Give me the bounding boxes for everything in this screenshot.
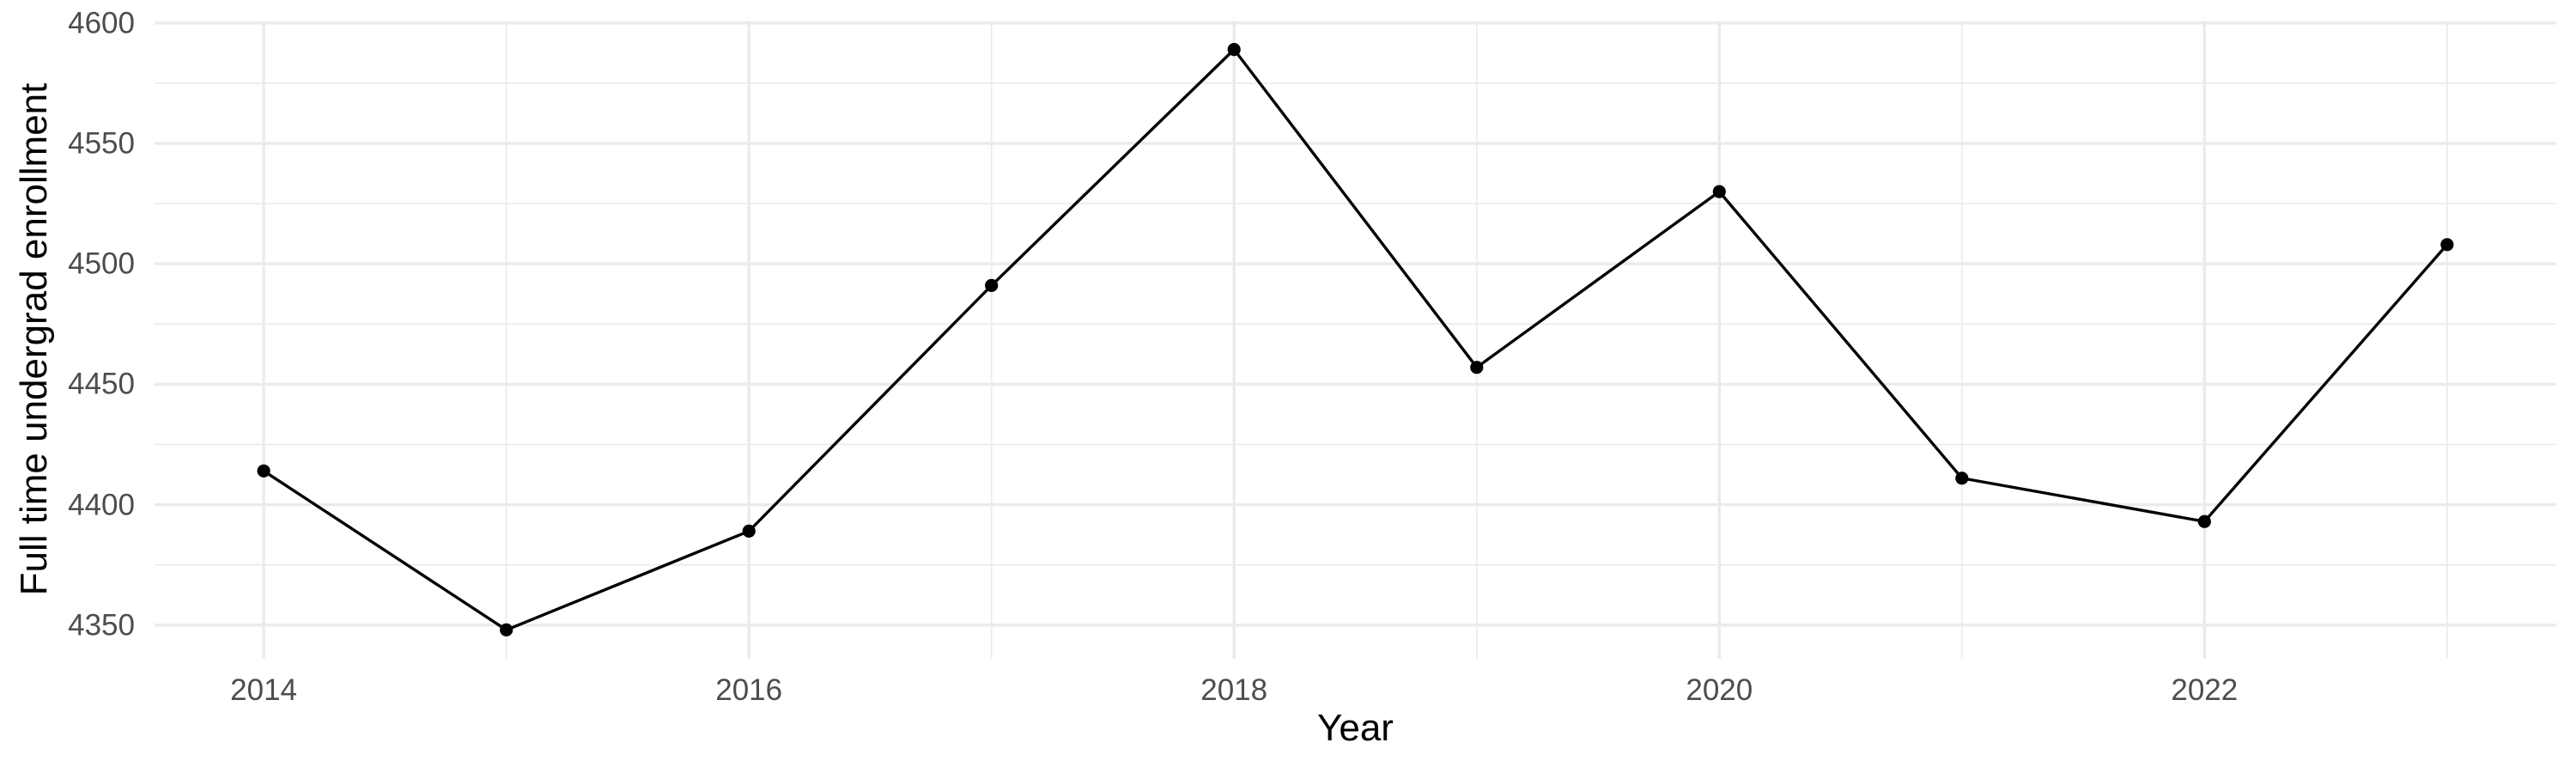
x-tick-label-2018: 2018 (1200, 673, 1268, 707)
gridlines-major (155, 21, 2556, 659)
data-point-2017 (985, 278, 999, 292)
enrollment-trend-line (263, 47, 2449, 632)
data-point-2016 (742, 524, 756, 539)
data-point-2015 (500, 623, 513, 637)
y-axis-title: Full time undergrad enrollment (13, 82, 55, 596)
x-axis-title: Year (1317, 707, 1394, 749)
data-point-2019 (1470, 361, 1484, 374)
x-tick-label-2014: 2014 (230, 673, 298, 707)
x-tick-label-2020: 2020 (1686, 673, 1753, 707)
data-point-2020 (1712, 185, 1726, 198)
data-point-2014 (257, 464, 270, 478)
y-tick-label-4450: 4450 (68, 367, 135, 401)
data-point-2018 (1227, 43, 1241, 57)
x-tick-label-2016: 2016 (715, 673, 783, 707)
y-tick-label-4550: 4550 (68, 126, 135, 161)
y-tick-label-4400: 4400 (68, 488, 135, 522)
data-point-2021 (1955, 472, 1969, 485)
x-tick-label-2022: 2022 (2171, 673, 2239, 707)
data-point-2022 (2197, 514, 2211, 528)
y-tick-label-4350: 4350 (68, 608, 135, 642)
series-layer (257, 43, 2454, 637)
data-point-2023 (2440, 238, 2454, 252)
y-tick-label-4600: 4600 (68, 6, 135, 40)
y-tick-label-4500: 4500 (68, 247, 135, 281)
gridlines-minor (155, 21, 2556, 659)
